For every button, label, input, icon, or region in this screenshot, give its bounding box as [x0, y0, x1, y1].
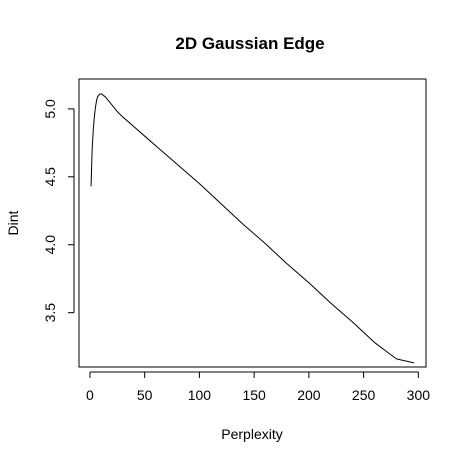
x-tick-label: 300 [407, 387, 431, 403]
x-tick-label: 250 [352, 387, 376, 403]
y-axis: 3.5 4.0 4.5 5.0 [42, 99, 74, 322]
plot-frame [79, 79, 426, 367]
y-tick-label: 5.0 [42, 99, 58, 119]
y-tick-label: 4.0 [42, 235, 58, 255]
x-axis-label: Perplexity [221, 426, 282, 442]
x-tick-label: 50 [137, 387, 153, 403]
series-line [91, 94, 414, 363]
y-axis-label: Dint [5, 210, 21, 235]
x-tick-label: 0 [86, 387, 94, 403]
chart-title: 2D Gaussian Edge [175, 34, 324, 53]
series-layer [91, 94, 414, 363]
y-tick-label: 3.5 [42, 303, 58, 323]
x-axis: 0 50 100 150 200 250 300 [86, 372, 430, 403]
x-tick-label: 200 [297, 387, 321, 403]
y-tick-label: 4.5 [42, 167, 58, 187]
x-tick-label: 100 [188, 387, 212, 403]
x-tick-label: 150 [242, 387, 266, 403]
